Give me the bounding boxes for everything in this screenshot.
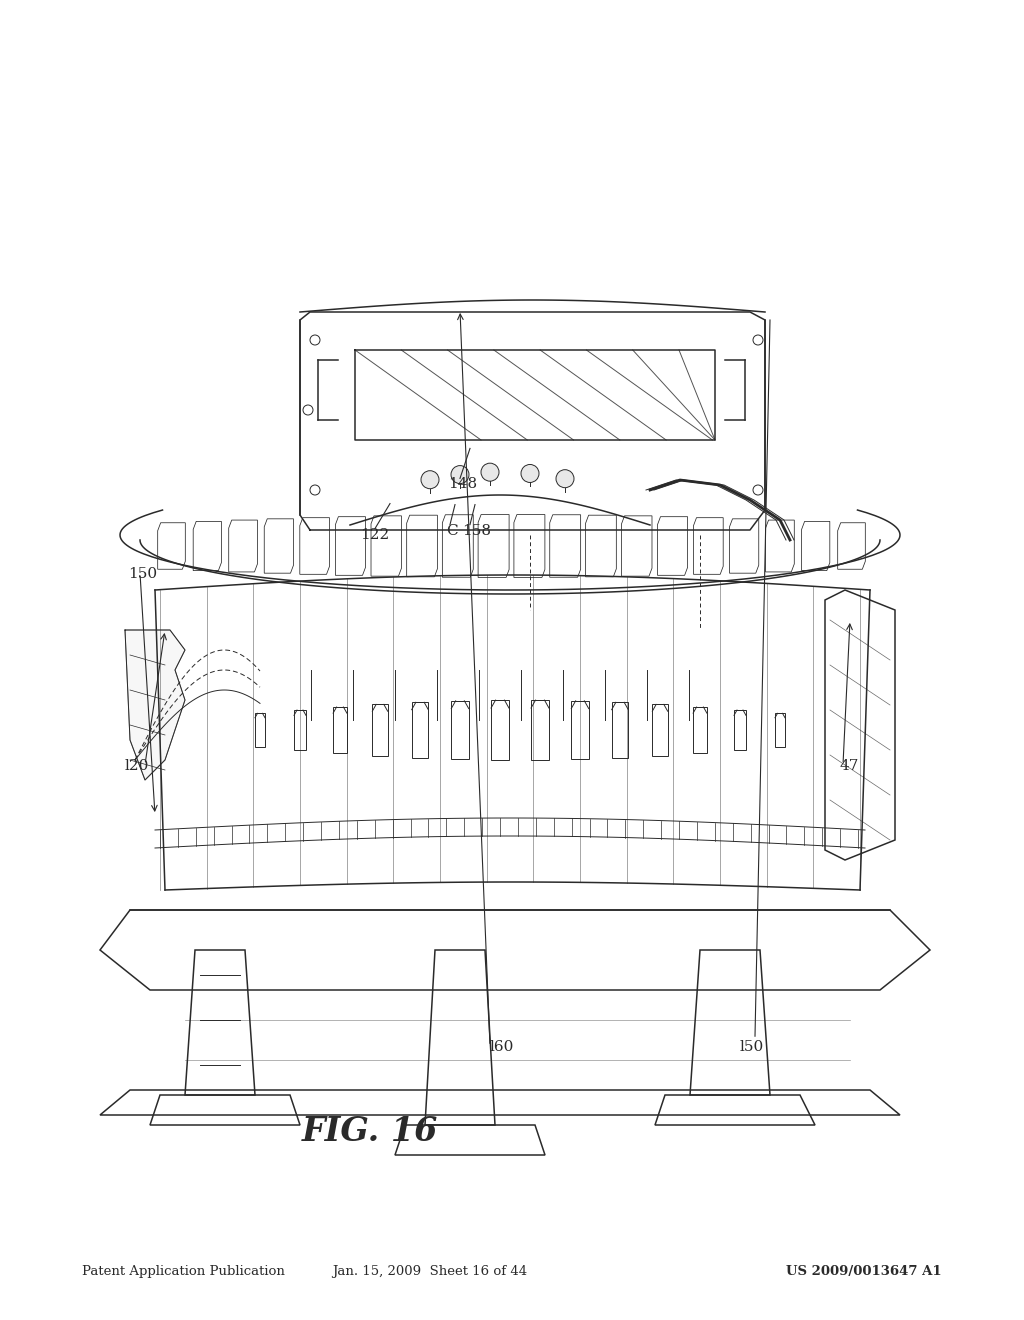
Text: 47: 47	[840, 759, 859, 772]
Text: l20: l20	[125, 759, 150, 772]
Bar	[775, 713, 785, 747]
Bar	[571, 701, 589, 759]
Circle shape	[556, 470, 574, 487]
Text: FIG. 16: FIG. 16	[302, 1115, 438, 1148]
Bar	[255, 713, 265, 747]
Bar	[452, 701, 469, 759]
Polygon shape	[125, 630, 185, 780]
Bar	[492, 700, 509, 760]
Bar	[531, 700, 549, 760]
Bar	[412, 702, 428, 758]
Bar	[294, 710, 306, 750]
Text: 158: 158	[462, 524, 490, 537]
Text: 150: 150	[128, 568, 157, 581]
Circle shape	[451, 466, 469, 483]
Bar	[734, 710, 746, 750]
Bar	[333, 708, 347, 752]
Text: l50: l50	[740, 1040, 764, 1055]
Bar	[693, 708, 707, 752]
Text: Patent Application Publication: Patent Application Publication	[82, 1265, 285, 1278]
Text: Jan. 15, 2009  Sheet 16 of 44: Jan. 15, 2009 Sheet 16 of 44	[333, 1265, 527, 1278]
Text: 122: 122	[360, 528, 389, 541]
Bar	[652, 705, 668, 755]
Text: l60: l60	[490, 1040, 514, 1055]
Circle shape	[521, 465, 539, 483]
Bar	[611, 702, 629, 758]
Text: 148: 148	[449, 478, 477, 491]
Circle shape	[421, 471, 439, 488]
Text: C: C	[446, 524, 458, 537]
Text: US 2009/0013647 A1: US 2009/0013647 A1	[786, 1265, 942, 1278]
Bar	[373, 705, 388, 755]
Circle shape	[481, 463, 499, 482]
